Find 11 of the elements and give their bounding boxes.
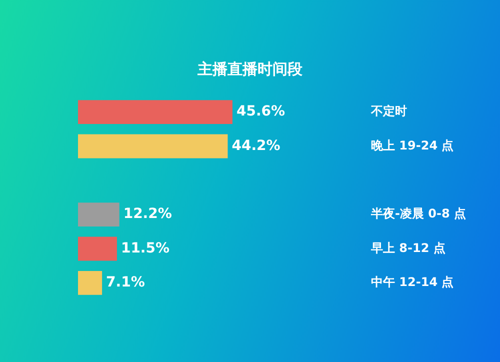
chart-title: 主播直播时间段 xyxy=(196,60,304,79)
data-label: 7.1% xyxy=(106,274,145,291)
data-label: 45.6% xyxy=(236,104,286,120)
y-tick-label: 中午 12-14 点 xyxy=(370,275,454,290)
y-tick-label: 晚上 19-24 点 xyxy=(370,138,454,152)
data-label: 44.2% xyxy=(232,138,280,154)
data-label: 11.5% xyxy=(120,240,170,256)
y-tick-label: 不定时 xyxy=(370,104,407,118)
data-label: 12.2% xyxy=(123,206,172,222)
y-tick-label: 半夜-凌晨 0-8 点 xyxy=(370,206,466,221)
y-tick-label: 早上 8-12 点 xyxy=(370,240,446,255)
